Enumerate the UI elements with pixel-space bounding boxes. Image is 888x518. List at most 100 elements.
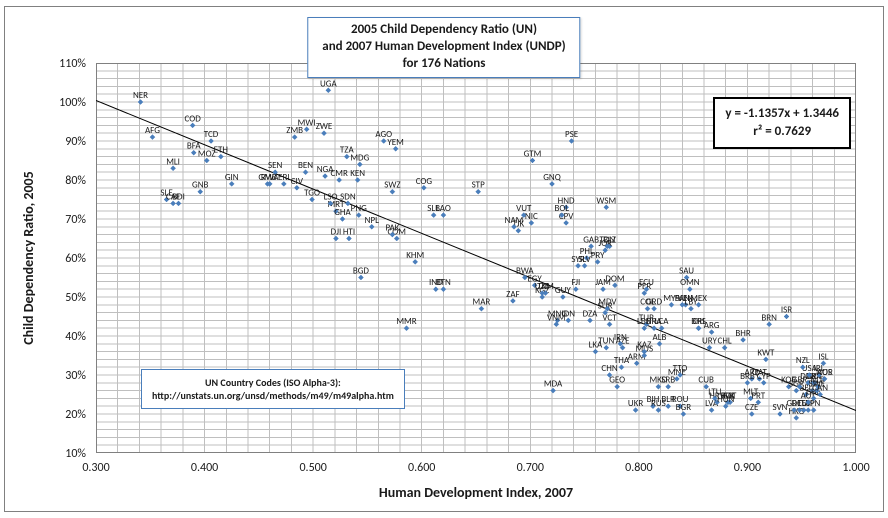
svg-text:MOZ: MOZ (198, 149, 216, 160)
svg-text:TGO: TGO (304, 188, 320, 199)
svg-text:DZA: DZA (583, 308, 599, 319)
svg-text:HTI: HTI (343, 227, 355, 238)
svg-text:100%: 100% (59, 96, 86, 110)
svg-text:UKR: UKR (628, 398, 643, 409)
svg-text:SAU: SAU (679, 266, 694, 277)
svg-text:NER: NER (133, 90, 148, 101)
svg-text:CYP: CYP (757, 371, 771, 382)
svg-text:MMR: MMR (396, 316, 416, 327)
svg-text:40%: 40% (65, 330, 86, 344)
svg-text:30%: 30% (65, 369, 86, 383)
svg-text:ETH: ETH (214, 145, 228, 156)
svg-text:VNM: VNM (547, 312, 566, 323)
svg-text:PAK: PAK (385, 223, 399, 234)
title-line-2: and 2007 Human Development Index (UNDP) (322, 39, 565, 56)
svg-text:VCT: VCT (602, 312, 617, 323)
svg-text:DJI: DJI (331, 227, 342, 238)
svg-text:CIV: CIV (291, 176, 304, 187)
svg-text:NOR: NOR (816, 367, 833, 378)
svg-text:HUN: HUN (717, 394, 734, 405)
svg-text:ZMB: ZMB (286, 125, 303, 136)
svg-text:SDN: SDN (340, 191, 356, 202)
svg-text:20%: 20% (65, 408, 86, 422)
svg-text:SLV: SLV (578, 254, 591, 265)
svg-text:COD: COD (185, 113, 202, 124)
svg-text:GAB: GAB (583, 234, 599, 245)
equation-line-1: y = -1.1357x + 1.3446 (725, 105, 839, 123)
svg-text:IND: IND (429, 277, 443, 288)
svg-text:KHM: KHM (406, 250, 424, 261)
svg-text:ISR: ISR (781, 305, 792, 316)
svg-text:0.400: 0.400 (191, 461, 218, 475)
svg-text:KEN: KEN (350, 168, 365, 179)
svg-text:BRN: BRN (761, 312, 777, 323)
svg-text:ECU: ECU (639, 277, 654, 288)
svg-text:NZL: NZL (796, 355, 810, 366)
svg-text:BGR: BGR (676, 402, 692, 413)
svg-text:MAR: MAR (473, 297, 491, 308)
svg-text:NAM: NAM (505, 215, 524, 226)
svg-text:KWT: KWT (757, 347, 775, 358)
svg-text:BOL: BOL (554, 203, 569, 214)
svg-text:URY: URY (702, 336, 718, 347)
svg-text:PSE: PSE (565, 129, 579, 140)
svg-text:IRN: IRN (614, 332, 627, 343)
svg-text:0.300: 0.300 (82, 461, 109, 475)
svg-text:CMR: CMR (331, 168, 348, 179)
svg-text:GNQ: GNQ (543, 172, 561, 183)
note-box: UN Country Codes (ISO Alpha-3): http://u… (141, 369, 405, 409)
svg-text:ZAF: ZAF (506, 289, 520, 300)
svg-text:KAZ: KAZ (637, 340, 651, 351)
svg-text:VUT: VUT (516, 203, 532, 214)
svg-text:GTM: GTM (524, 149, 542, 160)
svg-text:Human Development Index, 2007: Human Development Index, 2007 (379, 484, 573, 501)
svg-text:70%: 70% (65, 213, 86, 227)
svg-text:ERI: ERI (278, 172, 290, 183)
svg-text:CHL: CHL (718, 336, 732, 347)
svg-text:SEN: SEN (268, 160, 283, 171)
svg-text:Child Dependency Ratio, 2005: Child Dependency Ratio, 2005 (20, 171, 37, 345)
svg-text:1.000: 1.000 (842, 461, 869, 475)
svg-text:80%: 80% (65, 174, 86, 188)
svg-text:CUB: CUB (698, 375, 714, 386)
svg-text:GEO: GEO (609, 375, 625, 386)
svg-text:MLI: MLI (166, 156, 180, 167)
equation-line-2: r² = 0.7629 (725, 123, 839, 141)
svg-text:MDA: MDA (544, 379, 563, 390)
svg-text:LSO: LSO (324, 191, 338, 202)
svg-text:LAO: LAO (436, 203, 451, 214)
svg-text:TON: TON (599, 234, 615, 245)
svg-text:OMN: OMN (680, 277, 700, 288)
svg-text:UGA: UGA (320, 78, 337, 89)
svg-text:BEN: BEN (298, 160, 313, 171)
svg-text:MDV: MDV (598, 297, 617, 308)
svg-text:0.800: 0.800 (625, 461, 652, 475)
svg-text:GUY: GUY (555, 285, 571, 296)
svg-text:0.700: 0.700 (517, 461, 544, 475)
svg-text:STP: STP (472, 180, 485, 191)
svg-text:AFG: AFG (145, 125, 160, 136)
svg-text:CAN: CAN (812, 383, 828, 394)
svg-text:60%: 60% (65, 252, 86, 266)
svg-text:GHA: GHA (334, 207, 351, 218)
svg-text:0.500: 0.500 (299, 461, 326, 475)
svg-text:90%: 90% (65, 135, 86, 149)
svg-text:ZWE: ZWE (316, 121, 333, 132)
svg-text:SWZ: SWZ (384, 180, 400, 191)
svg-text:SVN: SVN (773, 402, 788, 413)
svg-text:BGD: BGD (353, 266, 370, 277)
svg-text:110%: 110% (59, 57, 86, 71)
svg-text:ARG: ARG (704, 320, 720, 331)
title-line-3: for 176 Nations (322, 56, 565, 73)
svg-text:LBN: LBN (637, 316, 652, 327)
svg-text:BWA: BWA (516, 266, 534, 277)
equation-box: y = -1.1357x + 1.3446 r² = 0.7629 (713, 97, 851, 149)
svg-text:GMB: GMB (258, 172, 276, 183)
svg-text:0.900: 0.900 (734, 461, 761, 475)
svg-text:TTO: TTO (673, 363, 688, 374)
note-line-1: UN Country Codes (ISO Alpha-3): (152, 376, 394, 389)
svg-text:50%: 50% (65, 291, 86, 305)
title-line-1: 2005 Child Dependency Ratio (UN) (322, 22, 565, 39)
svg-text:SRB: SRB (661, 375, 675, 386)
svg-text:TUN: TUN (598, 336, 614, 347)
